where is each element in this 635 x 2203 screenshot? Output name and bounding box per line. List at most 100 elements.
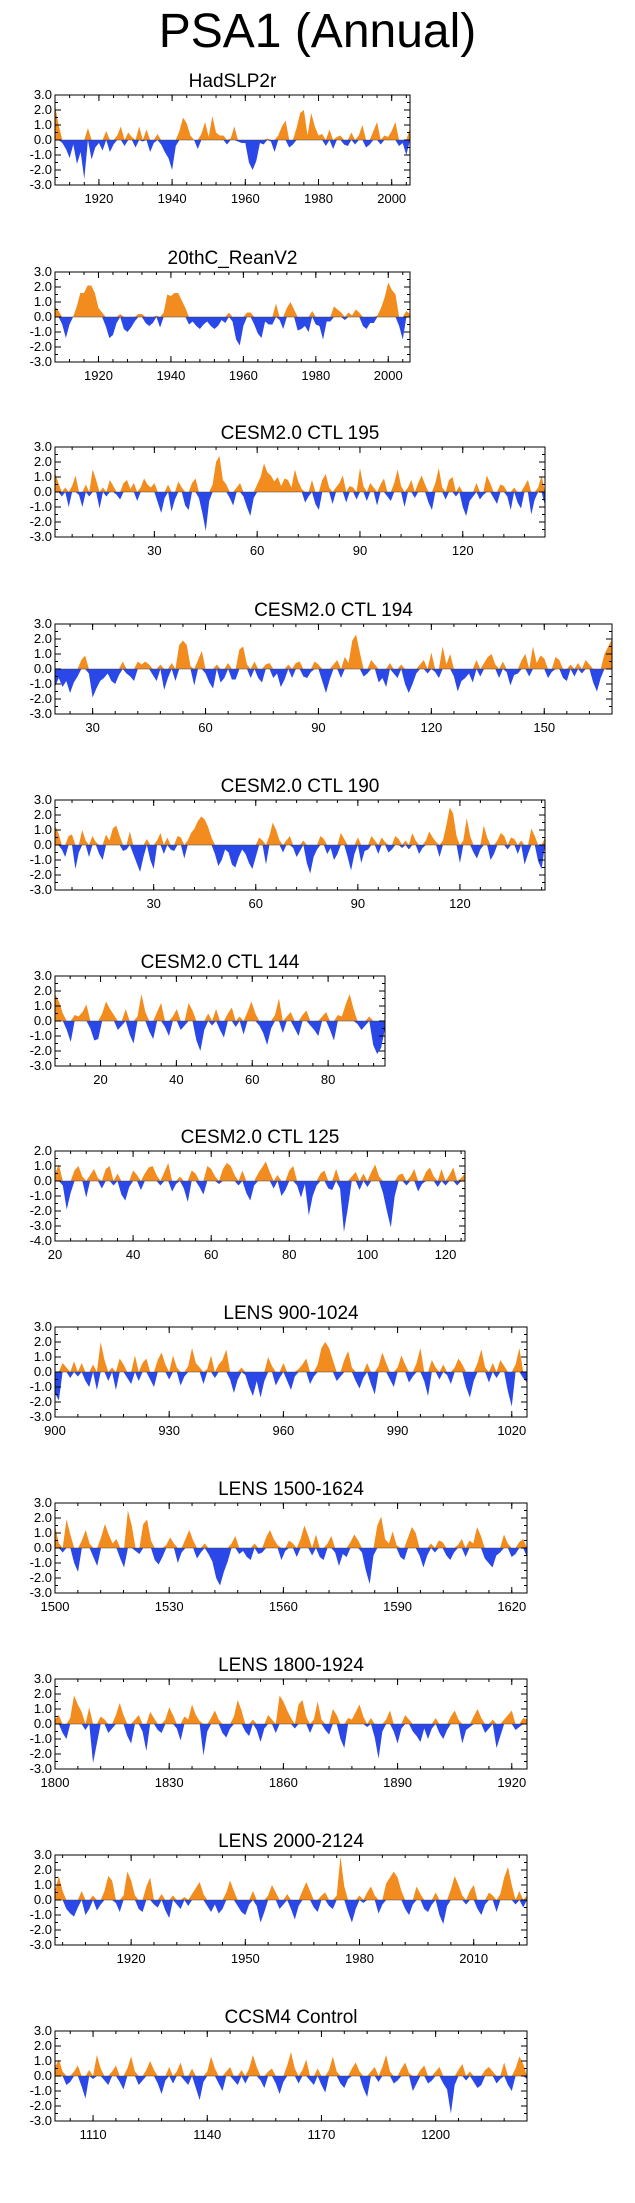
negative-area [55,1548,527,1586]
y-tick-label: 0.0 [34,837,52,852]
y-tick-label: 3.0 [34,264,52,279]
chart-title: LENS 2000-2124 [218,1831,364,1852]
y-tick-label: 2.0 [34,983,52,998]
y-tick-label: -3.0 [30,1409,52,1424]
chart-title: LENS 1500-1624 [218,1479,364,1500]
chart-panel-3: CESM2.0 CTL 195 3.02.01.00.0-1.0-2.0-3.0 3… [30,423,546,558]
x-tick-label: 1530 [155,1599,184,1614]
chart-panel-5: CESM2.0 CTL 190 3.02.01.00.0-1.0-2.0-3.0 3… [30,776,546,911]
y-tick-label: -1.0 [30,499,52,514]
y-tick-label: -1.0 [30,676,52,691]
x-tick-label: 60 [198,720,212,735]
y-tick-label: -1.0 [30,1907,52,1922]
y-tick-label: -1.0 [30,324,52,339]
y-tick-label: -3.0 [30,706,52,721]
negative-area [55,845,545,874]
x-tick-label: 1590 [383,1599,412,1614]
chart-title: CCSM4 Control [224,2007,357,2028]
negative-area [55,1724,527,1763]
x-tick-label: 1940 [158,191,187,206]
positive-area [55,1856,527,1900]
x-tick-label: 1200 [421,2127,450,2142]
chart-panel-12: CCSM4 Control 3.02.01.00.0-1.0-2.0-3.0 111… [30,2007,528,2142]
x-tick-label: 1920 [84,368,113,383]
y-tick-label: 1.0 [34,469,52,484]
y-tick-label: -2.0 [30,867,52,882]
y-tick-label: 1.0 [34,1349,52,1364]
y-tick-label: 1.0 [34,1877,52,1892]
positive-area [55,807,545,845]
negative-area [55,2076,527,2114]
y-tick-label: 1.0 [34,998,52,1013]
chart-title: CESM2.0 CTL 125 [181,1127,340,1148]
x-tick-label: 900 [44,1423,66,1438]
y-tick-label: -2.0 [30,1043,52,1058]
x-tick-label: 1940 [156,368,185,383]
y-tick-label: 2.0 [34,807,52,822]
y-tick-label: 2.0 [34,454,52,469]
y-tick-label: -3.0 [30,882,52,897]
y-tick-label: -3.0 [30,177,52,192]
chart-panel-10: LENS 1800-19243.02.01.00.0-1.0-2.0-3.018… [30,1655,528,1790]
positive-area [55,1161,465,1181]
x-tick-label: 30 [147,543,161,558]
y-tick-label: 0.0 [34,1540,52,1555]
chart-title: LENS 1800-1924 [218,1655,364,1676]
y-tick-label: -2.0 [30,1746,52,1761]
x-tick-label: 1890 [383,1775,412,1790]
y-tick-label: 1.0 [34,1158,52,1173]
x-tick-label: 90 [353,543,367,558]
y-tick-label: 2.0 [34,1510,52,1525]
y-tick-label: 3.0 [34,1495,52,1510]
y-tick-label: 3.0 [34,968,52,983]
y-tick-label: -1.0 [30,2083,52,2098]
chart-panel-4: CESM2.0 CTL 194 3.02.01.00.0-1.0-2.0-3.0 3… [30,600,613,735]
y-tick-label: 2.0 [34,279,52,294]
y-tick-label: 1.0 [34,822,52,837]
y-tick-label: 3.0 [34,1671,52,1686]
y-tick-label: -2.0 [30,1203,52,1218]
y-tick-label: -2.0 [30,691,52,706]
y-tick-label: 0.0 [34,1364,52,1379]
positive-area [55,994,385,1021]
negative-area [55,140,410,179]
chart-title: LENS 900-1024 [223,1303,359,1324]
x-tick-label: 930 [158,1423,180,1438]
x-tick-label: 1020 [497,1423,526,1438]
y-tick-label: -2.0 [30,162,52,177]
chart-panel-11: LENS 2000-2124 3.02.01.00.0-1.0-2.0-3.0 19… [30,1831,528,1966]
y-tick-label: -1.0 [30,1731,52,1746]
x-tick-label: 990 [387,1423,409,1438]
x-tick-label: 40 [169,1072,183,1087]
x-tick-label: 80 [321,1072,335,1087]
chart-panel-1: HadSLP2r 3.02.01.00.0-1.0-2.0-3.0 1920 1940… [30,71,411,206]
y-tick-label: -1.0 [30,852,52,867]
x-tick-label: 1960 [231,191,260,206]
y-tick-label: 1.0 [34,1525,52,1540]
y-tick-label: 0.0 [34,132,52,147]
y-tick-label: -3.0 [30,2113,52,2128]
x-tick-label: 60 [204,1247,218,1262]
y-tick-label: 0.0 [34,2068,52,2083]
positive-area [55,1510,527,1548]
chart-title: CESM2.0 CTL 144 [141,952,300,973]
y-tick-label: 2.0 [34,631,52,646]
y-tick-label: -3.0 [30,1218,52,1233]
x-tick-label: 1950 [231,1951,260,1966]
y-tick-label: 2.0 [34,1334,52,1349]
negative-area [55,1021,385,1054]
x-tick-label: 2010 [459,1951,488,1966]
x-tick-label: 30 [146,896,160,911]
chart-title: CESM2.0 CTL 195 [221,423,380,444]
chart-title: 20thC_ReanV2 [168,248,298,269]
x-tick-label: 2000 [374,368,403,383]
positive-area [55,1342,527,1372]
negative-area [55,492,545,531]
y-tick-label: -2.0 [30,1922,52,1937]
x-tick-label: 1980 [345,1951,374,1966]
x-tick-label: 1830 [155,1775,184,1790]
negative-area [55,669,612,698]
x-tick-label: 1620 [497,1599,526,1614]
chart-panel-7: CESM2.0 CTL 125 2.01.00.0-1.0-2.0-3.0-4.0… [30,1127,466,1262]
y-tick-label: -2.0 [30,1394,52,1409]
